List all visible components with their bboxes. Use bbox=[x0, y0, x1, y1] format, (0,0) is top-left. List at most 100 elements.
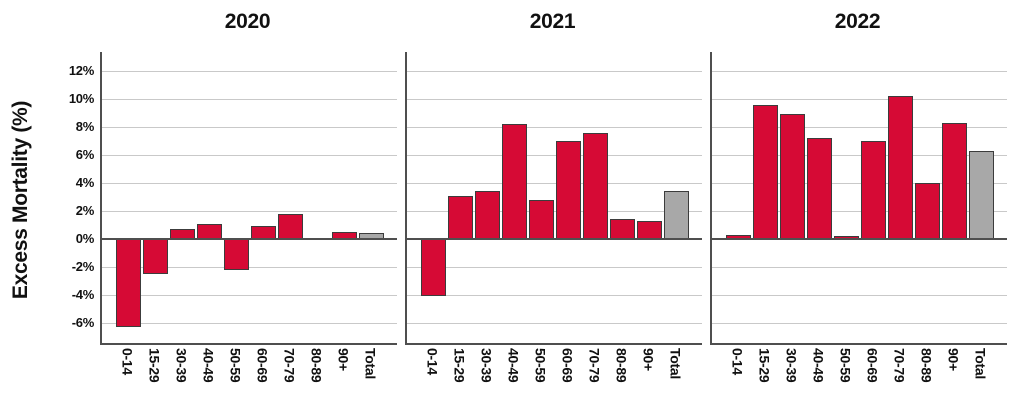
x-tick-label: 50-59 bbox=[532, 348, 549, 383]
gridline bbox=[712, 71, 1007, 72]
bar-2020-15-29 bbox=[143, 239, 168, 274]
y-tick-label: -2% bbox=[71, 259, 95, 274]
gridline bbox=[102, 295, 397, 296]
panel-title-2020: 2020 bbox=[224, 10, 271, 33]
bar-2022-70-79 bbox=[888, 96, 913, 239]
bar-2020-40-49 bbox=[197, 223, 222, 239]
gridline bbox=[102, 323, 397, 324]
bar-2021-Total bbox=[664, 191, 689, 239]
x-tick-label: 70-79 bbox=[891, 348, 908, 383]
bar-2021-0-14 bbox=[421, 239, 446, 297]
gridline bbox=[407, 155, 702, 156]
zero-line bbox=[102, 238, 397, 240]
gridline bbox=[102, 127, 397, 128]
gridline bbox=[712, 295, 1007, 296]
gridline bbox=[712, 267, 1007, 268]
bar-2021-15-29 bbox=[448, 195, 473, 239]
bar-2020-70-79 bbox=[278, 213, 303, 239]
gridline bbox=[407, 127, 702, 128]
y-tick-label: 6% bbox=[75, 147, 95, 162]
x-tick-label: 90+ bbox=[945, 348, 962, 371]
gridline bbox=[712, 183, 1007, 184]
gridline bbox=[407, 267, 702, 268]
gridline bbox=[102, 155, 397, 156]
gridline bbox=[102, 211, 397, 212]
x-tick-label: 70-79 bbox=[586, 348, 603, 383]
panel-title-2021: 2021 bbox=[529, 10, 576, 33]
y-tick-label: 4% bbox=[75, 175, 95, 190]
gridline bbox=[712, 155, 1007, 156]
x-tick-label: 60-69 bbox=[864, 348, 881, 383]
bar-2021-60-69 bbox=[556, 141, 581, 239]
gridline bbox=[407, 71, 702, 72]
gridline bbox=[407, 295, 702, 296]
x-tick-label: Total bbox=[362, 348, 379, 379]
gridline bbox=[712, 99, 1007, 100]
x-tick-label: 30-39 bbox=[173, 348, 190, 383]
gridline bbox=[102, 183, 397, 184]
chart-panel-2021 bbox=[405, 52, 702, 345]
bar-2020-50-59 bbox=[224, 239, 249, 270]
x-tick-label: 40-49 bbox=[200, 348, 217, 383]
x-tick-label: Total bbox=[972, 348, 989, 379]
gridline bbox=[102, 71, 397, 72]
y-tick-label: -6% bbox=[71, 315, 95, 330]
bar-2022-80-89 bbox=[915, 183, 940, 239]
x-tick-label: Total bbox=[667, 348, 684, 379]
x-tick-label: 60-69 bbox=[254, 348, 271, 383]
bar-2021-80-89 bbox=[610, 219, 635, 239]
bar-2022-30-39 bbox=[780, 114, 805, 239]
gridline bbox=[712, 211, 1007, 212]
bar-2021-50-59 bbox=[529, 199, 554, 239]
x-tick-label: 80-89 bbox=[613, 348, 630, 383]
bar-2022-15-29 bbox=[753, 104, 778, 239]
bar-2022-60-69 bbox=[861, 141, 886, 239]
x-tick-label: 90+ bbox=[640, 348, 657, 371]
x-tick-label: 30-39 bbox=[478, 348, 495, 383]
bar-2022-40-49 bbox=[807, 138, 832, 239]
x-tick-label: 40-49 bbox=[810, 348, 827, 383]
gridline bbox=[102, 267, 397, 268]
x-tick-label: 70-79 bbox=[281, 348, 298, 383]
gridline bbox=[407, 323, 702, 324]
y-tick-label: -4% bbox=[71, 287, 95, 302]
x-tick-label: 50-59 bbox=[837, 348, 854, 383]
y-tick-label: 12% bbox=[68, 63, 94, 78]
y-tick-label: 0% bbox=[75, 231, 95, 246]
gridline bbox=[712, 127, 1007, 128]
x-tick-label: 80-89 bbox=[918, 348, 935, 383]
gridline bbox=[102, 99, 397, 100]
bar-2022-90+ bbox=[942, 122, 967, 239]
x-tick-label: 40-49 bbox=[505, 348, 522, 383]
x-tick-label: 15-29 bbox=[146, 348, 163, 383]
y-tick-label: 8% bbox=[75, 119, 95, 134]
x-tick-label: 60-69 bbox=[559, 348, 576, 383]
y-tick-label: 2% bbox=[75, 203, 95, 218]
x-tick-label: 50-59 bbox=[227, 348, 244, 383]
panel-title-2022: 2022 bbox=[834, 10, 881, 33]
x-tick-label: 30-39 bbox=[783, 348, 800, 383]
x-tick-label: 0-14 bbox=[424, 348, 441, 375]
bar-2022-Total bbox=[969, 150, 994, 239]
chart-panel-2020 bbox=[100, 52, 397, 345]
x-tick-label: 0-14 bbox=[119, 348, 136, 375]
zero-line bbox=[407, 238, 702, 240]
gridline bbox=[407, 99, 702, 100]
x-tick-label: 80-89 bbox=[308, 348, 325, 383]
x-tick-label: 0-14 bbox=[729, 348, 746, 375]
bar-2021-70-79 bbox=[583, 132, 608, 239]
chart-panel-2022 bbox=[710, 52, 1007, 345]
x-tick-label: 15-29 bbox=[756, 348, 773, 383]
bar-2021-90+ bbox=[637, 220, 662, 239]
bar-2020-0-14 bbox=[116, 239, 141, 328]
zero-line bbox=[712, 238, 1007, 240]
gridline bbox=[407, 183, 702, 184]
bar-2021-40-49 bbox=[502, 124, 527, 239]
x-tick-label: 90+ bbox=[335, 348, 352, 371]
x-tick-label: 15-29 bbox=[451, 348, 468, 383]
y-tick-label: 10% bbox=[68, 91, 94, 106]
gridline bbox=[712, 323, 1007, 324]
y-axis-label: Excess Mortality (%) bbox=[9, 100, 32, 300]
bar-2021-30-39 bbox=[475, 191, 500, 239]
